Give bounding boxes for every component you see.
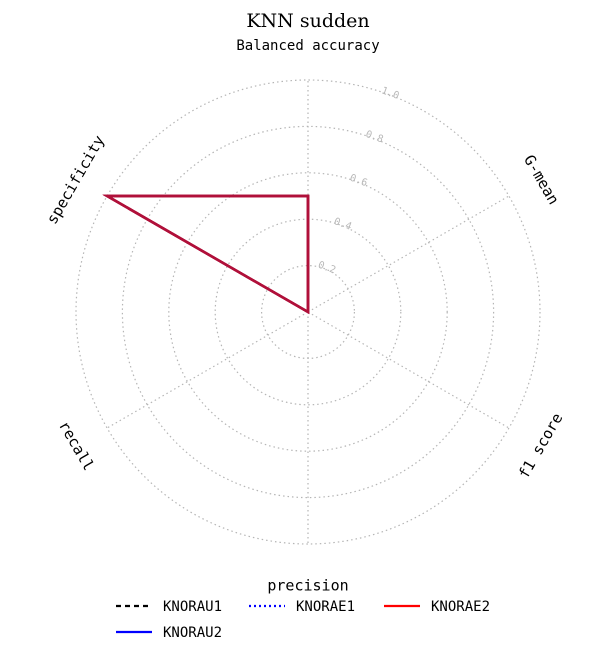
series-line-knorau2 [102, 194, 310, 315]
chart-title: KNN sudden [246, 10, 369, 32]
axis-label-3: f1 score [515, 410, 567, 482]
legend: KNORAU1 KNORAE1 KNORAE2 KNORAU2 [116, 599, 490, 641]
spoke-2 [307, 195, 510, 313]
spoke-3 [307, 311, 510, 429]
radial-tick-label: 0.4 [332, 216, 353, 233]
radial-tick-label: 1.0 [380, 85, 401, 102]
axis-label-6: specificity [43, 132, 108, 227]
axis-labels: Balanced accuracy G-mean f1 score precision… [43, 38, 566, 595]
axis-label-1: Balanced accuracy [236, 38, 379, 54]
legend-label-knorau2: KNORAU2 [163, 625, 222, 641]
axis-label-2: G-mean [520, 152, 563, 208]
spoke-5 [106, 311, 309, 429]
axis-label-5: recall [55, 418, 98, 474]
legend-label-knorae2: KNORAE2 [431, 599, 490, 615]
axis-label-4: precision [267, 577, 348, 595]
legend-label-knorae1: KNORAE1 [296, 599, 355, 615]
series-layer [102, 194, 310, 315]
radial-tick-label: 0.2 [316, 260, 337, 277]
grid-circle-3 [168, 172, 448, 452]
grid-circle-5 [75, 79, 541, 545]
legend-label-knorau1: KNORAU1 [163, 599, 222, 615]
radial-tick-label: 0.6 [348, 173, 369, 190]
radial-tick-label: 0.8 [364, 129, 385, 146]
radial-tick-labels: 0.2 0.4 0.6 0.8 1.0 [316, 85, 400, 276]
